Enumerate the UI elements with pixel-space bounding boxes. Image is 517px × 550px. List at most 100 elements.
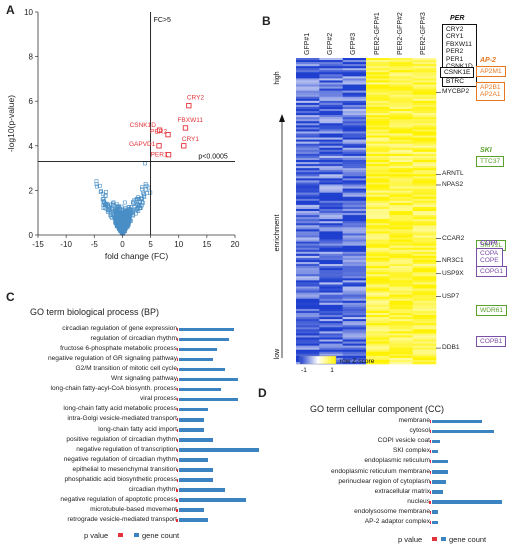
heatmap-cell (366, 315, 390, 318)
heatmap-cell (389, 359, 413, 363)
heatmap-cell (319, 219, 343, 222)
go-term-label: circadian rhythm (128, 485, 177, 493)
heatmap-cell (389, 70, 413, 73)
heatmap-cell (366, 127, 390, 130)
heatmap-cell (366, 176, 390, 179)
heatmap-cell (296, 58, 320, 61)
heatmap-cell (412, 272, 437, 275)
heatmap-cell (342, 188, 367, 191)
heatmap-cell (412, 166, 437, 169)
volcano-point (115, 202, 120, 207)
volcano-point (135, 197, 140, 202)
heatmap-cell (366, 60, 390, 63)
heatmap-cell (366, 272, 390, 275)
heatmap-cell (366, 123, 390, 126)
volcano-point (104, 189, 108, 194)
heatmap-cell (389, 223, 413, 226)
heatmap-cell (412, 327, 437, 330)
go-pvalue-bar (176, 438, 179, 442)
heatmap-cell (412, 300, 437, 304)
heatmap-cell (342, 119, 367, 122)
go-gene-count-bar (179, 428, 205, 432)
go-term-label: G2/M transition of mitotic cell cycle (75, 365, 177, 373)
heatmap-cell (366, 317, 390, 320)
heatmap-cell (342, 70, 367, 73)
heatmap-cell (319, 196, 343, 200)
heatmap-cell (296, 280, 320, 283)
heatmap-cell (412, 343, 437, 346)
gene-group-gene: PER1 (446, 55, 464, 63)
heatmap-cell (389, 90, 413, 93)
heatmap-cell (319, 335, 343, 338)
heatmap-cell (412, 213, 437, 216)
heatmap-cell (389, 278, 413, 281)
volcano-y-tick-label: 10 (24, 8, 33, 17)
gene-group-title: PER (450, 15, 465, 22)
heatmap-cell (342, 194, 367, 198)
heatmap-cell (366, 282, 390, 285)
heatmap-cell (319, 94, 343, 98)
heatmap-cell (342, 300, 367, 304)
heatmap-cell (296, 155, 320, 159)
go-pvalue-bar (176, 408, 179, 412)
heatmap-cell (319, 113, 343, 116)
heatmap-cell (296, 296, 320, 300)
heatmap-cell (319, 239, 343, 242)
heatmap-cell (319, 96, 343, 100)
heatmap-cell (389, 188, 413, 191)
heatmap-cell (296, 282, 320, 285)
heatmap-cell (319, 90, 343, 93)
go-term-label: Wnt signaling pathway (111, 375, 177, 383)
heatmap-cell (412, 306, 437, 310)
volcano-point (114, 204, 119, 209)
volcano-highlight-label: GAPVD1 (129, 141, 156, 148)
heatmap-cell (342, 349, 367, 353)
heatmap-cell (342, 229, 367, 232)
heatmap-cell (366, 211, 390, 214)
heatmap-cell (342, 137, 367, 140)
heatmap-cell (412, 78, 437, 81)
heatmap-cell (342, 172, 367, 175)
heatmap-cell (389, 84, 413, 87)
heatmap-cell (342, 241, 367, 244)
heatmap-cell (389, 310, 413, 314)
heatmap-cell (389, 198, 413, 202)
heatmap-cell (296, 68, 320, 71)
volcano-point (116, 218, 121, 223)
heatmap-cell (389, 149, 413, 153)
heatmap-cell (389, 82, 413, 85)
heatmap-cell (412, 266, 437, 269)
heatmap-cell (342, 76, 367, 79)
heatmap-cell (319, 137, 343, 140)
heatmap-cell (366, 343, 390, 346)
heatmap-cell (296, 245, 320, 249)
heatmap-cell (389, 141, 413, 144)
heatmap-cell (342, 280, 367, 283)
heatmap-cell (366, 170, 390, 173)
heatmap-cell (389, 333, 413, 336)
heatmap-cell (389, 323, 413, 326)
heatmap-cell (319, 349, 343, 353)
heatmap-cell (389, 319, 413, 322)
volcano-highlight-label: FBXW11 (177, 117, 203, 124)
heatmap-cell (366, 137, 390, 140)
heatmap-cell (342, 151, 367, 155)
heatmap-cell (319, 215, 343, 218)
heatmap-cell (412, 88, 437, 91)
go-pvalue-bar (176, 348, 179, 352)
heatmap-cell (342, 306, 367, 310)
heatmap-cell (389, 125, 413, 128)
heatmap-cell (389, 184, 413, 187)
heatmap-cell (342, 262, 367, 265)
heatmap-cell (389, 145, 413, 149)
heatmap-cell (366, 310, 390, 314)
heatmap-cell (296, 321, 320, 324)
heatmap-cell (319, 104, 343, 108)
heatmap-cell (366, 160, 390, 163)
heatmap-cell (342, 243, 367, 246)
heatmap-cell (319, 298, 343, 302)
heatmap-cell (342, 253, 367, 257)
heatmap-cell (296, 302, 320, 306)
heatmap-cell (412, 133, 437, 136)
heatmap-cell (389, 357, 413, 361)
